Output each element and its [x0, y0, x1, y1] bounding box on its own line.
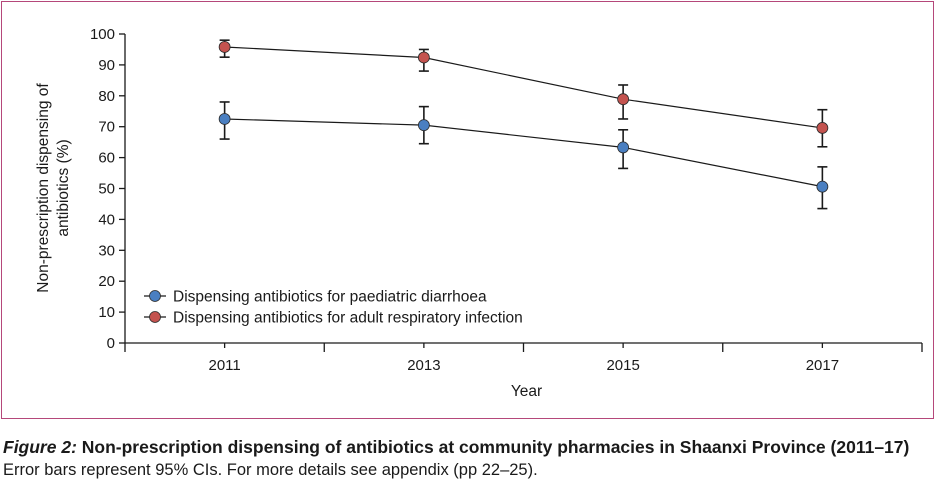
line-chart: 0 10 20 30 40 50 60 70 80 90 100 2011 2013 2015 2017 Ye…	[35, 26, 923, 400]
y-axis-title-line: antibiotics (%)	[55, 139, 72, 236]
y-axis-title: Non-prescription dispensing of antibiotic…	[35, 83, 72, 293]
data-point	[617, 93, 630, 106]
series-line	[224, 46, 823, 129]
y-tick-label: 90	[98, 57, 115, 74]
y-axis-title-line: Non-prescription dispensing of	[35, 83, 52, 293]
x-tick-label: 2015	[606, 357, 639, 374]
data-point	[218, 113, 231, 125]
x-tick-label: 2017	[806, 357, 839, 374]
y-tick-label: 100	[90, 26, 115, 43]
y-tick-label: 20	[98, 273, 115, 290]
caption-title: Non-prescription dispensing of antibioti…	[76, 437, 910, 457]
legend-marker	[149, 290, 161, 302]
legend-marker	[149, 311, 161, 323]
figure-frame	[1, 1, 934, 419]
y-tick-label: 50	[98, 181, 115, 198]
y-tick-label: 60	[98, 150, 115, 167]
legend-label: Dispensing antibiotics for paediatric di…	[173, 289, 487, 306]
x-tick-label: 2013	[407, 357, 440, 374]
y-tick-label: 10	[98, 304, 115, 321]
y-tick-label: 40	[98, 211, 115, 228]
data-point	[816, 122, 829, 134]
x-tick-label: 2011	[208, 357, 240, 374]
figure-caption: Figure 2: Non-prescription dispensing of…	[3, 436, 933, 482]
x-axis-title: Year	[511, 383, 542, 400]
data-point	[218, 41, 231, 53]
legend-label: Dispensing antibiotics for adult respira…	[173, 310, 523, 327]
y-tick-label: 30	[98, 242, 115, 259]
figure-label: Figure 2:	[3, 437, 77, 457]
y-tick-label: 70	[98, 119, 115, 136]
y-tick-label: 0	[107, 335, 115, 352]
data-point	[816, 180, 829, 193]
data-point	[617, 141, 630, 154]
series-line	[224, 118, 823, 188]
data-point	[417, 119, 430, 132]
caption-title-line: Figure 2: Non-prescription dispensing of…	[3, 436, 933, 458]
y-tick-label: 80	[98, 88, 115, 105]
caption-note: Error bars represent 95% CIs. For more d…	[3, 461, 538, 479]
data-point	[417, 51, 430, 64]
